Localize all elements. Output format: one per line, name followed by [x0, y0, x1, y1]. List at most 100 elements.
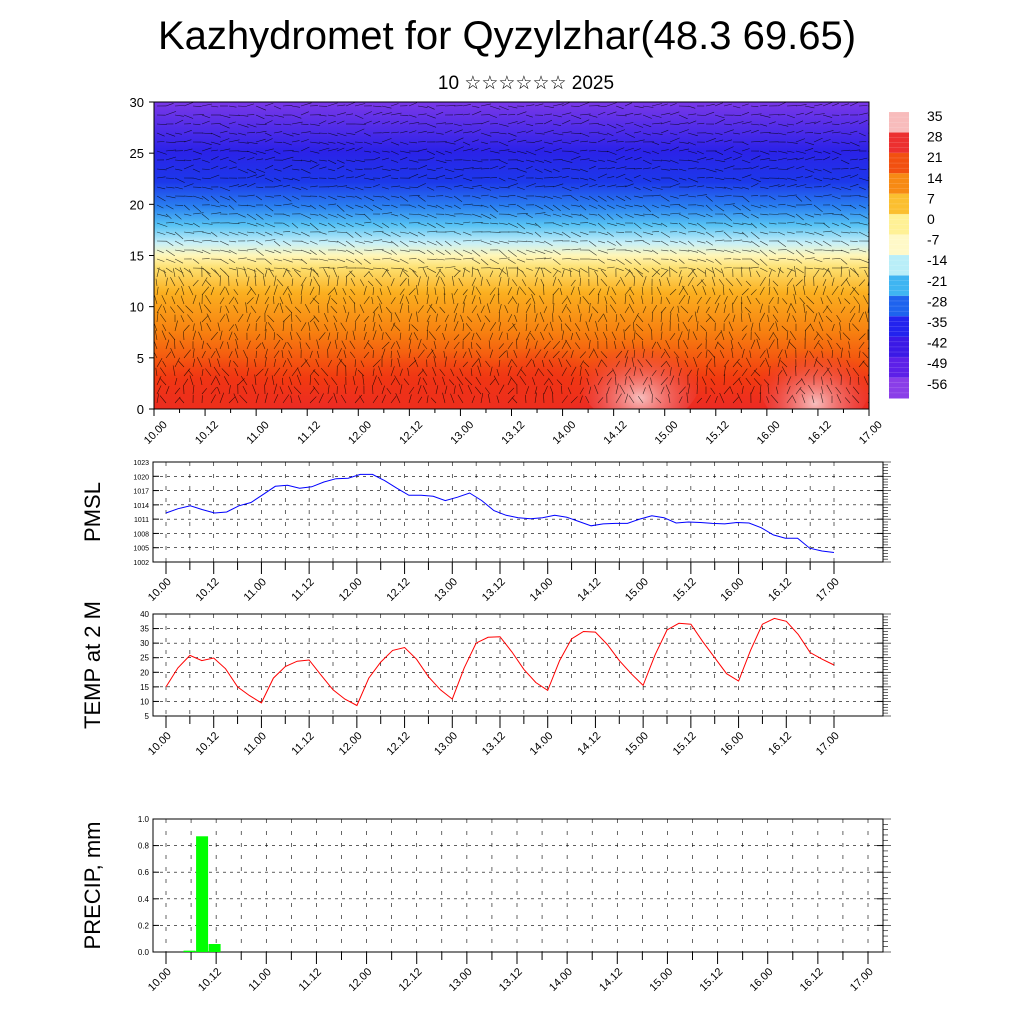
wind-arrow [862, 360, 869, 368]
wind-arrow [255, 368, 264, 377]
wind-arrow [159, 395, 167, 404]
wind-arrow [738, 378, 743, 386]
wind-arrow [206, 313, 212, 323]
wind-arrow [314, 378, 320, 386]
wind-arrow [165, 385, 170, 395]
wind-arrow [719, 392, 725, 404]
wind-arrow [822, 114, 833, 118]
wind-arrow [174, 338, 176, 350]
wind-arrow [521, 279, 527, 287]
wind-arrow [759, 158, 770, 161]
wind-arrow [639, 368, 644, 377]
wind-arrow [705, 249, 717, 251]
wind-arrow [417, 148, 428, 152]
wind-arrow [577, 286, 581, 296]
wind-arrow [255, 267, 264, 275]
wind-arrow [507, 286, 512, 296]
wind-arrow [309, 141, 320, 144]
wind-arrow [318, 239, 328, 242]
wind-arrow [300, 231, 310, 237]
wind-arrow [394, 312, 401, 323]
wind-arrow [831, 131, 841, 134]
wind-arrow [219, 330, 223, 341]
wind-arrow [793, 284, 797, 296]
wind-arrow [507, 277, 510, 287]
wind-arrow [831, 277, 835, 287]
wind-arrow [453, 312, 457, 323]
wind-arrow [486, 303, 491, 314]
wind-arrow [852, 395, 860, 404]
wind-arrow [309, 278, 313, 287]
wind-arrow [642, 231, 654, 235]
wind-arrow [165, 204, 174, 210]
wind-arrow [426, 222, 436, 228]
wind-arrow [786, 302, 792, 314]
wind-arrow [155, 278, 158, 287]
wind-arrow [651, 341, 657, 350]
wind-arrow [219, 286, 226, 296]
wind-arrow [705, 258, 714, 263]
wind-arrow [579, 183, 589, 188]
wind-arrow [246, 174, 258, 179]
wind-arrow [381, 150, 390, 153]
wind-arrow [759, 231, 769, 235]
wind-arrow [282, 132, 294, 137]
wind-arrow [304, 304, 311, 314]
pmsl-xtick-label: 16.12 [766, 576, 794, 604]
wind-arrow [246, 367, 249, 377]
wind-arrow [849, 213, 860, 215]
wind-arrow [651, 204, 659, 209]
wind-arrow [285, 305, 293, 314]
wind-arrow [507, 240, 518, 243]
wind-arrow [345, 213, 353, 218]
wind-arrow [741, 148, 750, 152]
wind-arrow [683, 340, 689, 350]
wind-arrow [228, 324, 235, 332]
wind-arrow [765, 357, 770, 368]
wind-arrow [840, 174, 851, 179]
wind-arrow [702, 285, 707, 296]
wind-arrow [371, 296, 374, 305]
wind-arrow [237, 141, 249, 144]
wind-arrow [586, 378, 590, 386]
wind-arrow [786, 395, 793, 404]
wind-arrow [363, 213, 371, 221]
wind-arrow [333, 315, 338, 323]
wind-arrow [597, 138, 606, 143]
wind-arrow [781, 366, 788, 377]
wind-arrow [570, 267, 581, 273]
wind-arrow [786, 158, 798, 161]
wind-arrow [476, 313, 482, 323]
wind-arrow [165, 258, 176, 263]
wind-arrow [507, 365, 512, 377]
wind-arrow [453, 231, 462, 235]
wind-arrow [282, 286, 289, 296]
wind-arrow [363, 351, 370, 359]
wind-arrow [498, 240, 510, 244]
wind-arrow [786, 258, 796, 261]
wind-arrow [498, 359, 501, 368]
wind-arrow [705, 103, 715, 107]
wind-arrow [255, 393, 259, 404]
wind-arrow [444, 150, 452, 154]
colorbar-swatch [889, 275, 909, 297]
wind-arrow [331, 377, 338, 386]
wind-arrow [740, 302, 743, 314]
wind-arrow [610, 295, 617, 305]
wind-arrow [651, 122, 663, 125]
wind-arrow [426, 131, 435, 134]
wind-arrow [210, 386, 217, 395]
wind-arrow [858, 222, 868, 226]
wind-arrow [525, 114, 533, 118]
wind-arrow [438, 268, 446, 278]
wind-arrow [498, 276, 502, 287]
wind-arrow [750, 249, 760, 254]
wind-arrow [624, 113, 634, 116]
wind-arrow [642, 159, 652, 165]
wind-arrow [390, 204, 398, 208]
wind-arrow [660, 168, 670, 171]
wind-arrow [165, 240, 174, 246]
wind-arrow [561, 186, 572, 192]
wind-arrow [579, 313, 582, 323]
wind-arrow [705, 138, 716, 143]
